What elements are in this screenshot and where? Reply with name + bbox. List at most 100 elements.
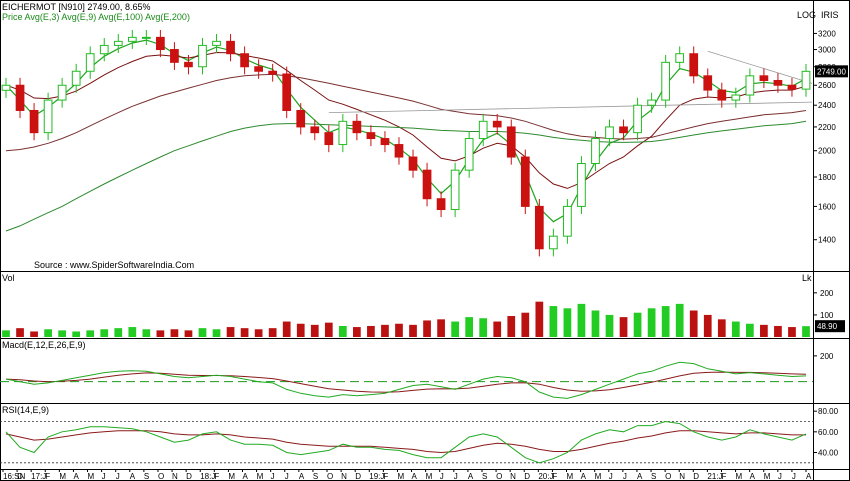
- volume-bar: [507, 316, 516, 337]
- candle-body: [99, 44, 109, 55]
- last-price-tag: [815, 65, 848, 78]
- candle-body: [773, 79, 783, 86]
- candle-body: [127, 36, 137, 42]
- x-tick-label: 18:J: [200, 472, 215, 481]
- x-tick-label: M: [567, 472, 574, 481]
- volume-bar: [268, 328, 277, 337]
- x-axis: 16:SND 17:JF M A M J J A S O N D 18:JF M A M J J A S O N D 19:J…: [2, 469, 812, 481]
- volume-bar: [535, 301, 544, 337]
- last-volume-tag-label: 48.90: [817, 322, 838, 331]
- volume-bar: [310, 324, 319, 337]
- price-tick-label: 1400: [818, 236, 836, 245]
- price-candles: [1, 29, 811, 257]
- vol-tick-label: 200: [820, 289, 834, 298]
- price-legend: Price Avg(E,3) Avg(E,9) Avg(E,100) Avg(E…: [2, 12, 190, 22]
- x-tick-label: M: [764, 472, 771, 481]
- candle-body: [661, 61, 671, 101]
- x-tick-label: J: [778, 472, 782, 481]
- price-y-axis: 3200300028002600240022002000180016001400: [813, 29, 836, 245]
- candle-body: [141, 36, 151, 39]
- x-tick-label: A: [130, 472, 136, 481]
- x-tick-label: D: [355, 472, 361, 481]
- candle-body: [492, 120, 502, 128]
- volume-bar: [254, 329, 263, 337]
- volume-bar: [367, 325, 375, 337]
- volume-bar: [86, 330, 95, 337]
- price-tick-label: 1600: [818, 202, 836, 211]
- avg-line-1: [5, 39, 807, 223]
- x-tick-label: J: [285, 472, 289, 481]
- volume-bar: [2, 330, 10, 337]
- candle-body: [450, 169, 460, 211]
- volume-bar: [240, 328, 249, 337]
- price-tick-label: 2200: [818, 123, 836, 132]
- price-change: 8.65%: [125, 2, 151, 12]
- candle-body: [170, 49, 179, 63]
- candle-body: [703, 75, 713, 91]
- volume-bar: [184, 330, 193, 337]
- rsi-tick-label: 60.00: [818, 428, 839, 437]
- x-tick-label: 19:J: [369, 472, 384, 481]
- candle-body: [282, 73, 292, 111]
- candle-body: [198, 44, 207, 68]
- candle-body: [380, 138, 390, 146]
- rsi-title: RSI(14,E,9): [2, 405, 49, 415]
- candle-body: [731, 94, 741, 101]
- x-tick-label: J: [454, 472, 458, 481]
- x-tick-label: A: [806, 472, 812, 481]
- last-price: 2749.00,: [87, 2, 122, 12]
- volume-bar: [156, 330, 165, 337]
- x-tick-label: N: [510, 472, 516, 481]
- candle-body: [184, 61, 193, 68]
- candle-body: [338, 120, 348, 146]
- x-tick-label: J: [623, 472, 627, 481]
- x-tick-label: O: [327, 472, 333, 481]
- volume-bar: [746, 323, 754, 337]
- volume-bar: [409, 324, 417, 337]
- x-tick-label: J: [102, 472, 106, 481]
- volume-bar: [128, 327, 137, 337]
- x-tick-label: F: [45, 472, 50, 481]
- trendline-lower: [328, 101, 813, 114]
- x-tick-label: S: [313, 472, 318, 481]
- x-tick-label: A: [468, 472, 474, 481]
- x-tick-label: D: [693, 472, 699, 481]
- macd-title: Macd(E,12,E,26,E,9): [2, 340, 86, 350]
- rsi-tick-label: 80.00: [818, 407, 839, 416]
- candle-body: [15, 84, 25, 111]
- x-tick-label: F: [552, 472, 557, 481]
- volume-bar: [591, 310, 600, 337]
- x-tick-label: A: [750, 472, 756, 481]
- log-toggle[interactable]: LOG: [797, 10, 816, 20]
- x-tick-label: N: [341, 472, 347, 481]
- price-averages: [5, 39, 813, 232]
- candle-body: [226, 40, 235, 55]
- candle-body: [717, 89, 727, 101]
- price-tick-label: 2000: [818, 147, 836, 156]
- x-tick-label: N: [172, 472, 178, 481]
- volume-bar: [549, 306, 558, 337]
- volume-bars: 200 100: [2, 289, 834, 337]
- x-tick-label: A: [73, 472, 79, 481]
- candle-body: [520, 156, 530, 207]
- x-tick-label: 21:J: [707, 472, 722, 481]
- candle-body: [113, 40, 123, 46]
- candle-body: [759, 75, 769, 81]
- volume-bar: [788, 327, 796, 337]
- volume-bar: [689, 310, 698, 337]
- x-tick-label: A: [242, 472, 248, 481]
- rsi-lines: 80.00 60.00 40.00: [0, 407, 839, 464]
- candle-body: [563, 205, 572, 237]
- x-tick-label: D: [186, 472, 192, 481]
- x-tick-label: D: [524, 472, 530, 481]
- volume-bar: [731, 321, 740, 337]
- volume-bar: [633, 312, 642, 337]
- candle-body: [394, 144, 404, 158]
- symbol-name: EICHERMOT [N910]: [2, 2, 85, 12]
- x-tick-label: J: [271, 472, 275, 481]
- candle-body: [619, 126, 628, 134]
- candle-body: [43, 99, 53, 134]
- x-tick-label: M: [88, 472, 95, 481]
- volume-bar: [717, 319, 726, 337]
